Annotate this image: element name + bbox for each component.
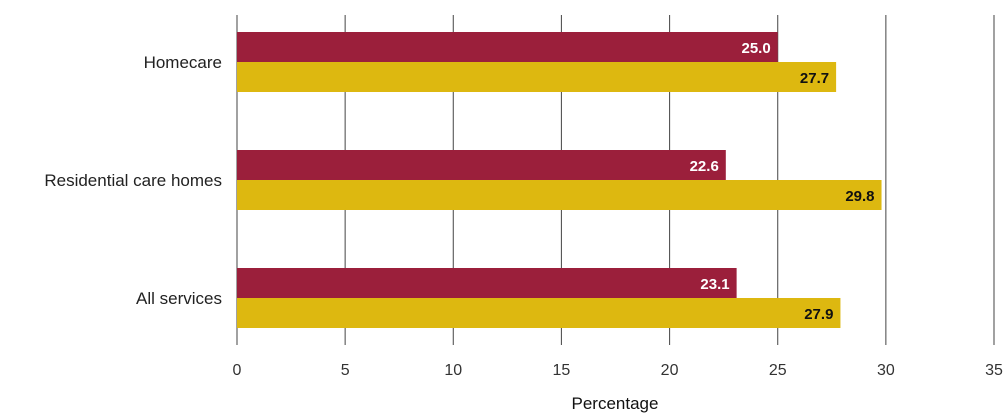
data-label: 27.7 <box>800 70 829 87</box>
bar-series-1-2 <box>237 268 737 298</box>
category-labels: Homecare Residential care homes All servic… <box>44 53 222 308</box>
bar-series-2-0 <box>237 62 837 92</box>
x-tick-label: 5 <box>341 362 350 379</box>
bar-series-2-2 <box>237 298 841 328</box>
category-label: Residential care homes <box>44 171 222 190</box>
bar-series-2-1 <box>237 180 882 210</box>
category-label: All services <box>136 289 222 308</box>
x-tick-label: 25 <box>769 362 787 379</box>
category-label: Homecare <box>144 53 222 72</box>
x-tick-label: 35 <box>985 362 1003 379</box>
x-tick-label: 10 <box>444 362 462 379</box>
bars <box>237 32 882 328</box>
data-label: 29.8 <box>845 188 874 205</box>
data-label: 27.9 <box>804 306 833 323</box>
x-axis-title: Percentage <box>572 394 659 413</box>
value-labels: 25.0 27.7 22.6 29.8 23.1 27.9 <box>690 40 875 323</box>
x-tick-label: 15 <box>553 362 571 379</box>
x-tick-label: 0 <box>233 362 242 379</box>
bar-series-1-0 <box>237 32 778 62</box>
x-tick-label: 30 <box>877 362 895 379</box>
data-label: 23.1 <box>700 276 729 293</box>
x-axis-ticks: 0 5 10 15 20 25 30 35 <box>233 362 1003 379</box>
x-tick-label: 20 <box>661 362 679 379</box>
data-label: 22.6 <box>690 158 719 175</box>
bar-series-1-1 <box>237 150 726 180</box>
data-label: 25.0 <box>742 40 771 57</box>
